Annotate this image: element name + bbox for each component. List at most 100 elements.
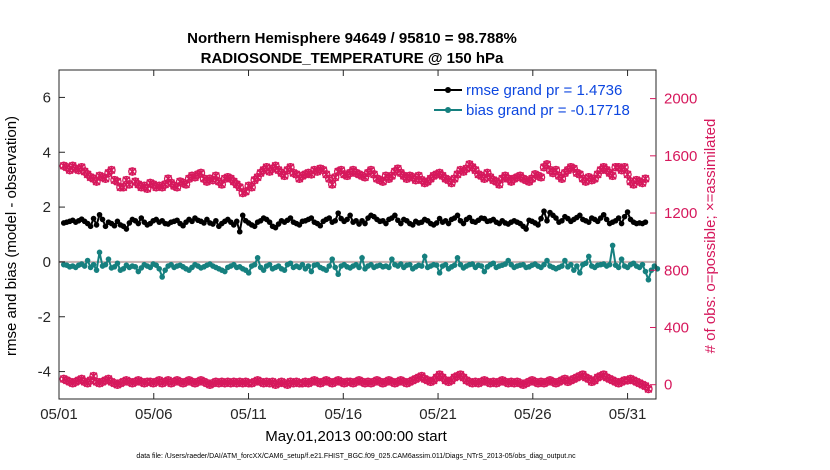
rmse-point — [239, 212, 246, 219]
rmse-point — [585, 219, 592, 225]
rmse-point — [392, 212, 398, 219]
rmse-point — [618, 220, 625, 227]
rmse-point — [454, 212, 461, 219]
obs-assimilated-lower-point — [644, 384, 653, 394]
bias-point — [159, 274, 165, 280]
obs-assimilated-point — [125, 180, 134, 189]
bias-point — [585, 253, 592, 260]
y-left-tick-label: 6 — [43, 89, 51, 106]
bias-point — [308, 268, 315, 275]
x-tick-label: 05/31 — [609, 406, 647, 423]
rmse-point — [236, 228, 243, 235]
bias-point — [356, 264, 362, 271]
bias-point — [559, 263, 565, 269]
rmse-point — [233, 218, 240, 225]
rmse-point — [308, 215, 315, 221]
rmse-point — [326, 215, 333, 221]
bias-point — [481, 268, 488, 275]
obs-assimilated-point — [620, 163, 629, 172]
rmse-point — [111, 222, 118, 229]
legend-label: rmse grand pr = 1.4736 — [466, 82, 622, 99]
obs-assimilated-point — [537, 173, 546, 182]
y-axis-label-left: rmse and bias (model - observation) — [3, 116, 20, 356]
bias-point — [305, 263, 312, 269]
rmse-point — [347, 212, 353, 219]
bias-point — [266, 261, 273, 268]
bias-point — [281, 267, 288, 273]
bias-point — [541, 261, 547, 268]
bias-point — [162, 267, 168, 273]
bias-point — [490, 260, 497, 267]
x-tick-label: 05/11 — [230, 406, 266, 423]
rmse-point — [287, 215, 294, 221]
rmse-point — [266, 219, 273, 225]
y-left-tick-label: 2 — [43, 199, 51, 216]
bias-point — [451, 262, 458, 269]
bias-point — [577, 270, 583, 276]
bias-point — [571, 267, 577, 273]
bias-point — [645, 276, 652, 283]
axes: 05/01 05/06 05/11 05/16 05/21 05/26 05/31 -4 -2 0… — [38, 69, 697, 423]
legend-swatch-marker — [445, 107, 451, 113]
bias-point — [90, 261, 97, 268]
bias-point — [642, 268, 649, 275]
y-left-tick-label: -4 — [38, 364, 51, 381]
rmse-point — [615, 215, 622, 221]
obs-assimilated-point — [119, 183, 128, 192]
bias-point — [326, 263, 333, 269]
rmse-point — [93, 222, 100, 228]
rmse-point — [383, 220, 389, 227]
bias-point — [618, 256, 625, 262]
obs-assimilated-point — [107, 165, 116, 175]
bias-point — [260, 267, 267, 273]
rmse-point — [460, 220, 467, 227]
rmse-point — [332, 217, 339, 224]
bias-point — [93, 267, 100, 273]
bias-point — [102, 261, 109, 268]
y-left-tick-label: 4 — [43, 144, 51, 161]
bias-point — [254, 255, 261, 261]
bias-point — [332, 264, 339, 271]
bias-point — [582, 260, 589, 267]
bias-point — [454, 255, 461, 261]
rmse-point — [138, 215, 145, 221]
bias-point — [299, 261, 306, 268]
rmse-point — [538, 215, 544, 222]
bias-point — [251, 261, 258, 268]
bias-point — [544, 257, 550, 264]
bias-point — [639, 261, 646, 268]
bias-point — [436, 270, 443, 276]
bias-point — [329, 256, 336, 262]
obs-assimilated-point — [623, 170, 632, 179]
bias-point — [568, 261, 574, 268]
rmse-point — [90, 215, 97, 222]
bias-point — [105, 256, 112, 262]
legend-swatch-marker — [445, 87, 451, 93]
bias-point — [421, 253, 428, 260]
y-left-tick-label: 0 — [43, 254, 51, 271]
rmse-point — [398, 220, 404, 227]
y-right-tick-label: 1200 — [664, 205, 697, 222]
rmse-point — [642, 219, 649, 225]
rmse-point — [362, 220, 368, 227]
bias-point — [287, 260, 294, 267]
bias-point — [406, 261, 413, 268]
x-axis-label: May.01,2013 00:00:00 start — [265, 428, 447, 445]
rmse-point — [317, 222, 324, 229]
bias-point — [606, 261, 613, 268]
rmse-point — [523, 226, 529, 232]
x-tick-label: 05/06 — [135, 406, 173, 423]
obs-assimilated-point — [641, 174, 650, 183]
bias-point — [335, 271, 341, 278]
rmse-point — [544, 217, 550, 224]
bias-point — [386, 264, 392, 271]
legend: rmse grand pr = 1.4736 bias grand pr = -0… — [434, 82, 630, 119]
rmse-point — [466, 214, 473, 221]
bias-point — [114, 260, 121, 267]
y-right-tick-label: 2000 — [664, 91, 697, 108]
obs-assimilated-point — [608, 171, 617, 181]
rmse-point — [335, 210, 341, 216]
rmse-point — [251, 223, 258, 230]
rmse-point — [99, 216, 106, 223]
bias-point — [615, 264, 622, 271]
